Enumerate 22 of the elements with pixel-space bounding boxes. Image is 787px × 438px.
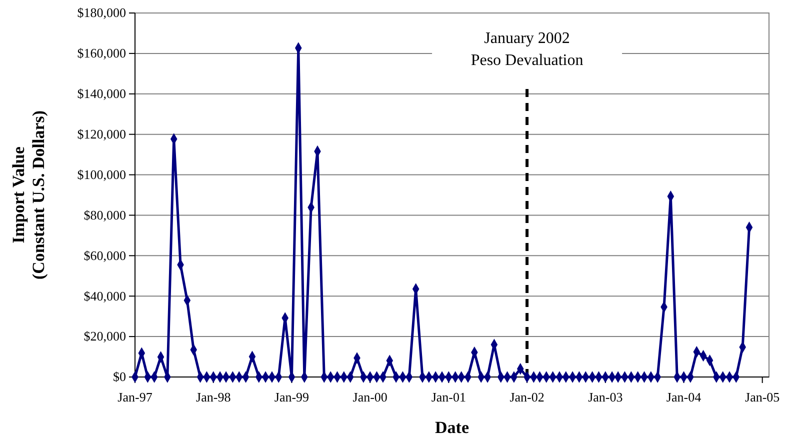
y-tick-label: $80,000 xyxy=(84,207,126,222)
x-tick-label: Jan-01 xyxy=(431,390,466,405)
y-tick-label: $20,000 xyxy=(84,328,126,344)
x-tick-label: Jan-04 xyxy=(666,390,702,405)
y-tick-label: $120,000 xyxy=(77,126,126,142)
x-tick-label: Jan-99 xyxy=(274,390,310,405)
x-axis-title: Date xyxy=(435,418,470,437)
y-tick-label: $140,000 xyxy=(77,86,126,102)
x-tick-label: Jan-05 xyxy=(745,390,780,405)
x-tick-label: Jan-03 xyxy=(588,390,623,405)
x-tick-label: Jan-02 xyxy=(510,390,544,405)
y-tick-label: $160,000 xyxy=(77,46,126,61)
x-tick-label: Jan-97 xyxy=(118,390,153,405)
y-tick-label: $180,000 xyxy=(77,5,126,20)
x-tick-label: Jan-00 xyxy=(352,390,388,405)
y-tick-label: $100,000 xyxy=(77,166,126,182)
y-tick-label: $40,000 xyxy=(84,288,126,304)
ref-line-label: January 2002 Peso Devaluation xyxy=(470,30,584,69)
y-tick-label: $60,000 xyxy=(84,248,126,263)
y-axis-title: Import Value (Constant U.S. Dollars) xyxy=(9,110,48,280)
y-tick-label: $0 xyxy=(113,369,126,384)
x-tick-label: Jan-98 xyxy=(196,390,231,405)
